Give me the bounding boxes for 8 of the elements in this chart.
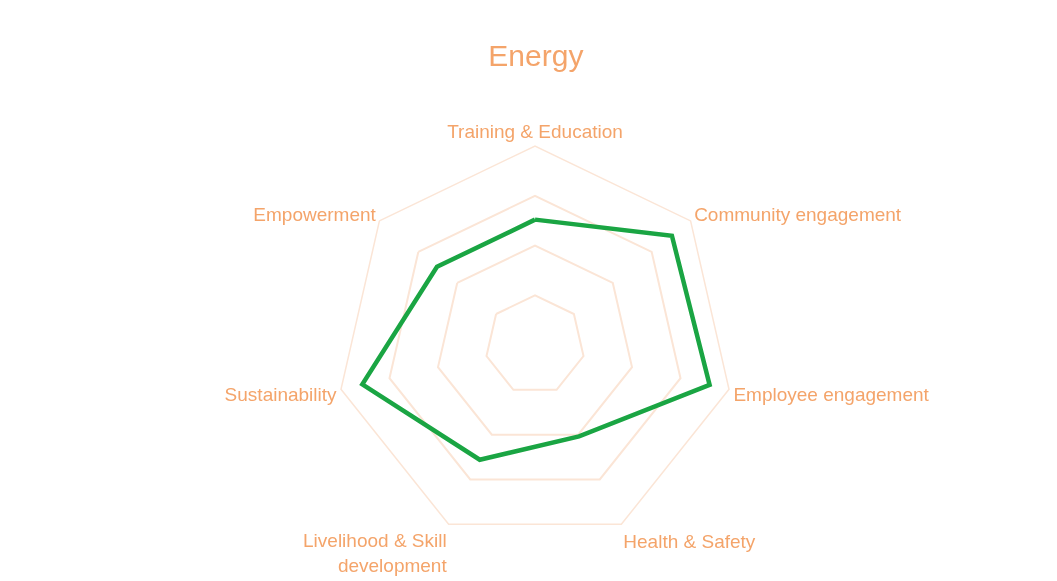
spoke-label: Community engagement — [694, 203, 902, 225]
spoke-label: Sustainability — [224, 384, 338, 406]
chart-title: Energy — [488, 39, 584, 73]
spoke-label: Empowerment — [253, 203, 377, 225]
spoke-label: Training & Education — [447, 120, 623, 142]
spoke-label: Livelihood & Skill development — [303, 530, 448, 576]
spoke-label: Employee engagement — [733, 384, 930, 406]
spoke-label: Health & Safety — [623, 531, 756, 553]
